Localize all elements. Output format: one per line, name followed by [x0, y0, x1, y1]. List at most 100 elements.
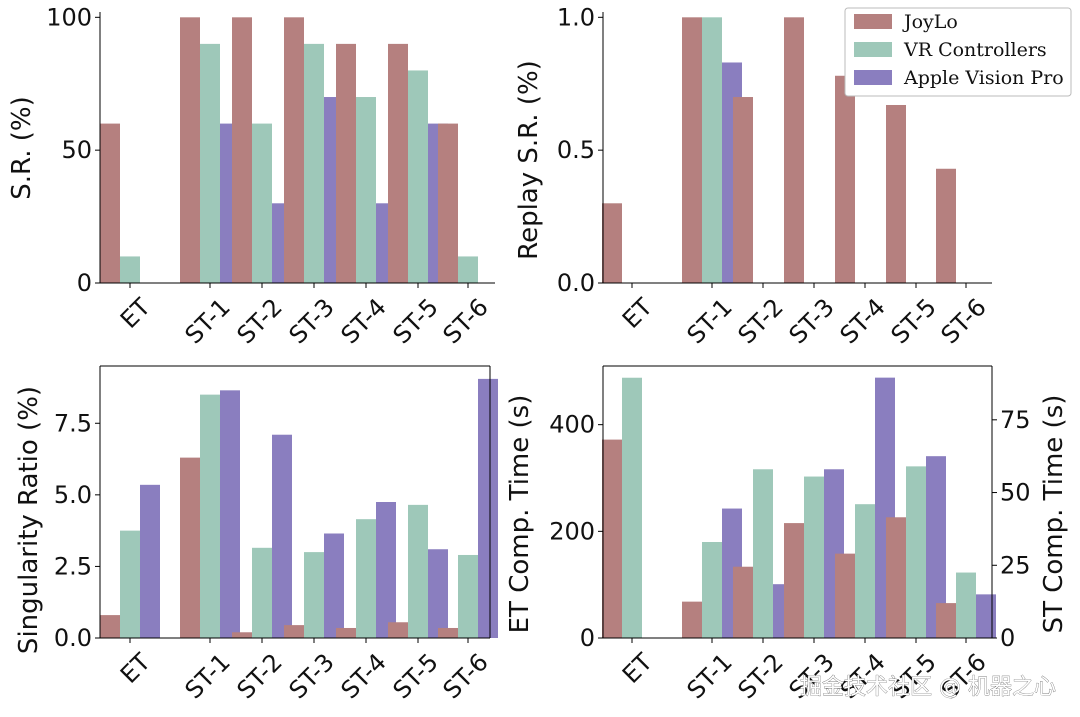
- p1-bar-st-6-vr-controllers: [458, 256, 478, 283]
- p4-ylabel-right: ST Comp. Time (s): [1039, 395, 1069, 634]
- p1-bar-st-3-vr-controllers: [304, 43, 324, 283]
- p2-xtick-label-st-4: ST-4: [835, 293, 891, 349]
- p1-ytick-label: 50: [61, 136, 92, 164]
- p3-ytick-label: 7.5: [54, 409, 92, 437]
- legend-box: [844, 7, 1072, 97]
- p4-ytick-label: 0: [580, 624, 595, 652]
- p1-bar-st-2-joylo: [232, 17, 252, 284]
- p4-bar-st-6-joylo: [936, 603, 956, 638]
- p1-bar-st-2-vr-controllers: [252, 123, 272, 284]
- p4-bar-st-2-vr-controllers: [753, 469, 773, 638]
- p2-xtick-label-st-3: ST-3: [784, 293, 840, 349]
- p3-xtick-label-et: ET: [115, 648, 156, 689]
- p3-bar-et-joylo: [100, 615, 120, 638]
- p3-bar-st-2-vr-controllers: [252, 547, 272, 638]
- p3-xtick-label-st-3: ST-3: [284, 648, 340, 704]
- legend-swatch-joylo: [854, 14, 892, 29]
- p2-ytick-label: 1.0: [557, 3, 595, 31]
- p3-ytick-label: 2.5: [54, 552, 92, 580]
- p1-xtick-label-st-6: ST-6: [438, 293, 494, 349]
- p1-bar-st-5-joylo: [388, 43, 408, 283]
- p4-bar-et-vr-controllers: [622, 377, 642, 638]
- p3-bar-st-5-vr-controllers: [408, 504, 428, 638]
- p4-xtick-label-et: ET: [617, 648, 658, 689]
- p3-bar-st-3-vr-controllers: [304, 552, 324, 638]
- p3-bar-st-5-joylo: [388, 622, 408, 638]
- p1-ytick-label: 0: [77, 269, 92, 297]
- p4-bar-st-3-joylo: [784, 523, 804, 638]
- p1-xtick-label-et: ET: [115, 293, 156, 334]
- p1-bar-st-4-joylo: [336, 43, 356, 283]
- p4-bar-st-2-joylo: [733, 566, 753, 638]
- p3-xtick-label-st-2: ST-2: [232, 648, 288, 704]
- p4-ytick-label: 400: [549, 411, 595, 439]
- p4-ytick-right-label: 50: [1000, 479, 1031, 507]
- p3-xtick-label-st-5: ST-5: [388, 648, 444, 704]
- p1-xtick-label-st-2: ST-2: [232, 293, 288, 349]
- legend-swatch-vr-controllers: [854, 42, 892, 57]
- p2-ylabel: Replay S.R. (%): [514, 60, 544, 260]
- p4-bar-st-6-apple-vision-pro: [976, 594, 996, 638]
- p2-xtick-label-st-1: ST-1: [682, 293, 738, 349]
- p2-bar-st-3-joylo: [784, 17, 804, 284]
- p4-bar-st-4-joylo: [835, 553, 855, 638]
- p1-bar-st-3-joylo: [284, 17, 304, 284]
- p1-xtick-label-st-3: ST-3: [284, 293, 340, 349]
- p4-bar-st-3-vr-controllers: [804, 476, 824, 638]
- p4-bar-st-5-vr-controllers: [906, 466, 926, 638]
- legend-label-apple-vision-pro: Apple Vision Pro: [903, 67, 1064, 89]
- p3-bar-et-apple-vision-pro: [140, 484, 160, 638]
- p3-xtick-label-st-6: ST-6: [438, 648, 494, 704]
- p3-bar-st-6-apple-vision-pro: [478, 378, 498, 638]
- p1-bar-et-joylo: [100, 123, 120, 284]
- p1-xtick-label-st-5: ST-5: [388, 293, 444, 349]
- p1-bar-st-6-joylo: [438, 123, 458, 284]
- p3-bar-st-5-apple-vision-pro: [428, 549, 448, 638]
- p4-bar-st-5-apple-vision-pro: [926, 456, 946, 638]
- p3-bar-st-2-apple-vision-pro: [272, 434, 292, 638]
- p1-bar-st-4-vr-controllers: [356, 97, 376, 283]
- p4-xtick-label-st-2: ST-2: [733, 648, 789, 704]
- p2-xtick-label-st-2: ST-2: [733, 293, 789, 349]
- p2-ytick-label: 0.0: [557, 269, 595, 297]
- p2-xtick-label-st-5: ST-5: [886, 293, 942, 349]
- p2-bar-st-2-joylo: [733, 97, 753, 283]
- legend-label-vr-controllers: VR Controllers: [903, 39, 1047, 61]
- p3-bar-st-6-vr-controllers: [458, 554, 478, 638]
- p3-bar-st-4-joylo: [336, 627, 356, 638]
- p3-xtick-label-st-1: ST-1: [180, 648, 236, 704]
- p2-bar-st-1-joylo: [682, 17, 702, 284]
- p1-bar-st-1-vr-controllers: [200, 43, 220, 283]
- legend-swatch-apple-vision-pro: [854, 70, 892, 85]
- p3-bar-st-4-apple-vision-pro: [376, 502, 396, 638]
- p2-bar-st-6-joylo: [936, 168, 956, 283]
- p4-xtick-label-st-1: ST-1: [682, 648, 738, 704]
- p3-ylabel: Singularity Ratio (%): [14, 386, 44, 654]
- p2-xtick-label-et: ET: [617, 293, 658, 334]
- p4-ylabel: ET Comp. Time (s): [505, 395, 535, 634]
- legend-label-joylo: JoyLo: [902, 11, 958, 33]
- p3-bar-st-3-joylo: [284, 625, 304, 638]
- p2-bar-et-joylo: [602, 203, 622, 283]
- p4-ytick-right-label: 25: [1000, 551, 1031, 579]
- p3-bar-st-2-joylo: [232, 632, 252, 638]
- legend: JoyLo VR Controllers Apple Vision Pro: [844, 7, 1072, 97]
- p4-bar-st-5-joylo: [886, 517, 906, 638]
- p1-xtick-label-st-4: ST-4: [336, 293, 392, 349]
- p2-ytick-label: 0.5: [557, 136, 595, 164]
- p3-bar-st-1-vr-controllers: [200, 394, 220, 638]
- p4-bar-st-1-joylo: [682, 601, 702, 638]
- p2-bar-st-5-joylo: [886, 104, 906, 283]
- p4-ytick-right-label: 75: [1000, 406, 1031, 434]
- singularity-ratio-chart: 0.0 2.5 5.0 7.5 ET ST-1ST-2ST-3ST-4ST-5ST-6 Si…: [14, 365, 498, 704]
- p1-ytick-label: 100: [46, 3, 92, 31]
- p1-bar-st-1-joylo: [180, 17, 200, 284]
- p3-bar-st-1-joylo: [180, 457, 200, 638]
- p2-xtick-label-st-6: ST-6: [936, 293, 992, 349]
- p3-bar-st-6-joylo: [438, 627, 458, 638]
- p1-bar-et-vr-controllers: [120, 256, 140, 283]
- p1-bar-st-5-vr-controllers: [408, 70, 428, 283]
- p4-bar-st-1-vr-controllers: [702, 542, 722, 638]
- p4-bar-st-4-vr-controllers: [855, 504, 875, 638]
